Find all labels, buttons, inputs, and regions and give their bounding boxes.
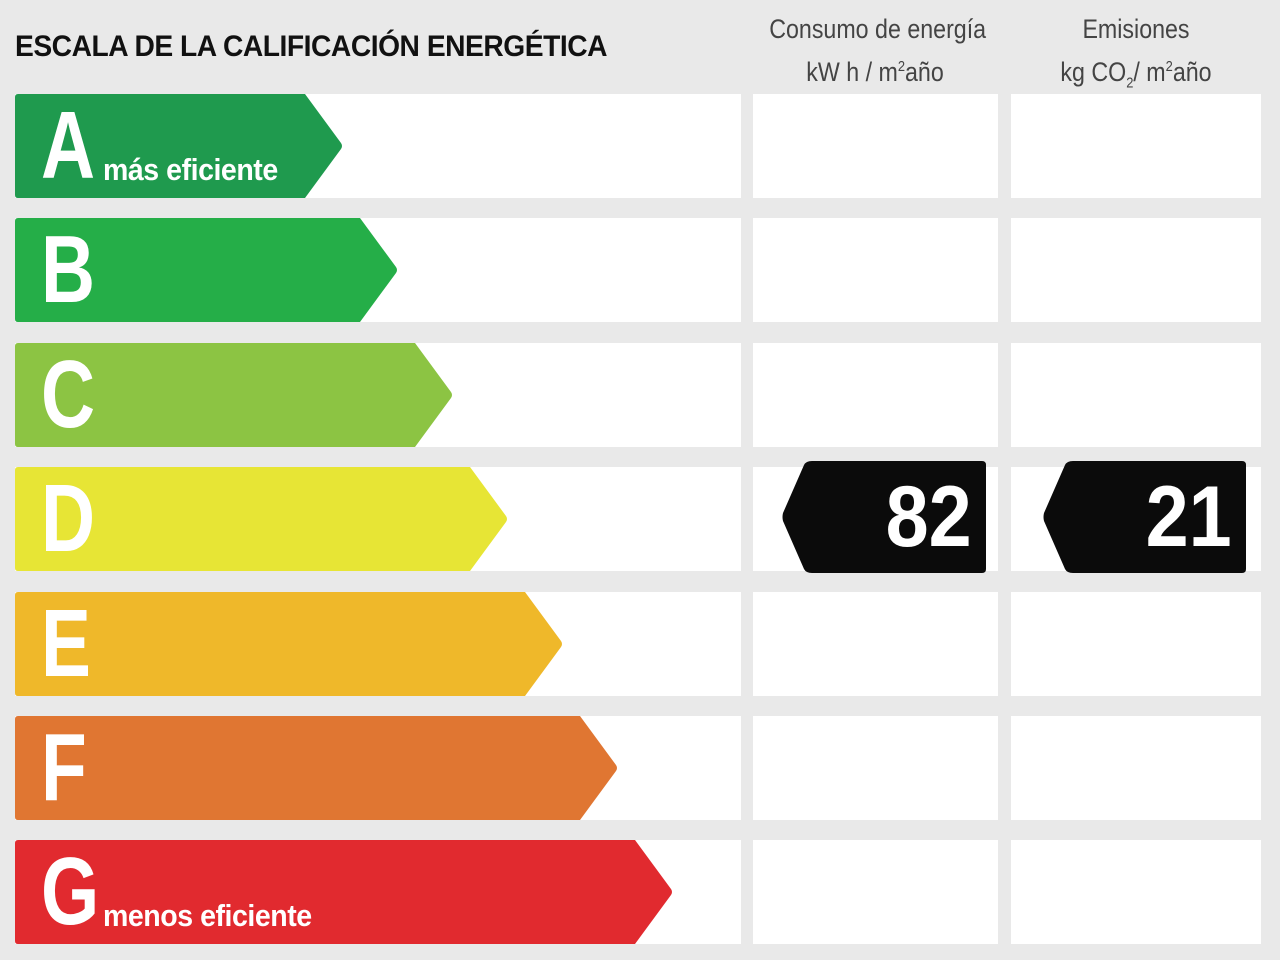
consumo-badge-value: 82 xyxy=(885,469,972,565)
consumo-cell xyxy=(753,94,998,198)
rating-letter: D xyxy=(41,465,96,572)
emisiones-cell xyxy=(1011,94,1261,198)
consumo-cell xyxy=(753,343,998,447)
consumo-badge: 82 xyxy=(782,461,986,573)
emisiones-badge: 21 xyxy=(1043,461,1246,573)
rating-arrow-d: D xyxy=(15,465,508,572)
consumo-cell xyxy=(753,592,998,696)
rating-row-f: F xyxy=(0,714,1280,821)
rating-arrow-f: F xyxy=(15,714,618,821)
consumo-cell xyxy=(753,218,998,322)
emisiones-cell xyxy=(1011,592,1261,696)
page-title: ESCALA DE LA CALIFICACIÓN ENERGÉTICA xyxy=(15,30,608,63)
rating-letter: B xyxy=(41,216,96,323)
consumo-header-line2: kW h / m2año xyxy=(806,57,944,87)
rating-row-d: D 82 21 xyxy=(0,461,1280,573)
rating-letter: E xyxy=(41,590,91,697)
rating-letter: A xyxy=(41,92,96,199)
rating-label: más eficiente xyxy=(103,152,278,187)
emisiones-cell xyxy=(1011,716,1261,820)
rating-row-b: B xyxy=(0,216,1280,323)
emisiones-cell xyxy=(1011,218,1261,322)
emisiones-cell xyxy=(1011,343,1261,447)
rating-letter: G xyxy=(41,838,100,945)
consumo-header-line1: Consumo de energía xyxy=(769,14,987,44)
consumo-header: Consumo de energía kW h / m2año xyxy=(769,10,987,91)
rating-row-c: C xyxy=(0,341,1280,448)
rating-arrow-b: B xyxy=(15,216,398,323)
emisiones-cell xyxy=(1011,840,1261,944)
rating-arrow-c: C xyxy=(15,341,453,448)
emisiones-header-line2: kg CO2/ m2año xyxy=(1060,57,1212,92)
rating-label: menos eficiente xyxy=(103,898,312,933)
rating-arrow-e: E xyxy=(15,590,563,697)
rating-row-e: E xyxy=(0,590,1280,697)
consumo-cell xyxy=(753,716,998,820)
emisiones-header: Emisiones kg CO2/ m2año xyxy=(1028,10,1245,102)
emisiones-header-line1: Emisiones xyxy=(1082,14,1190,44)
rating-letter: C xyxy=(41,341,96,448)
rating-letter: F xyxy=(41,714,87,821)
emisiones-badge-value: 21 xyxy=(1145,469,1232,565)
consumo-cell xyxy=(753,840,998,944)
